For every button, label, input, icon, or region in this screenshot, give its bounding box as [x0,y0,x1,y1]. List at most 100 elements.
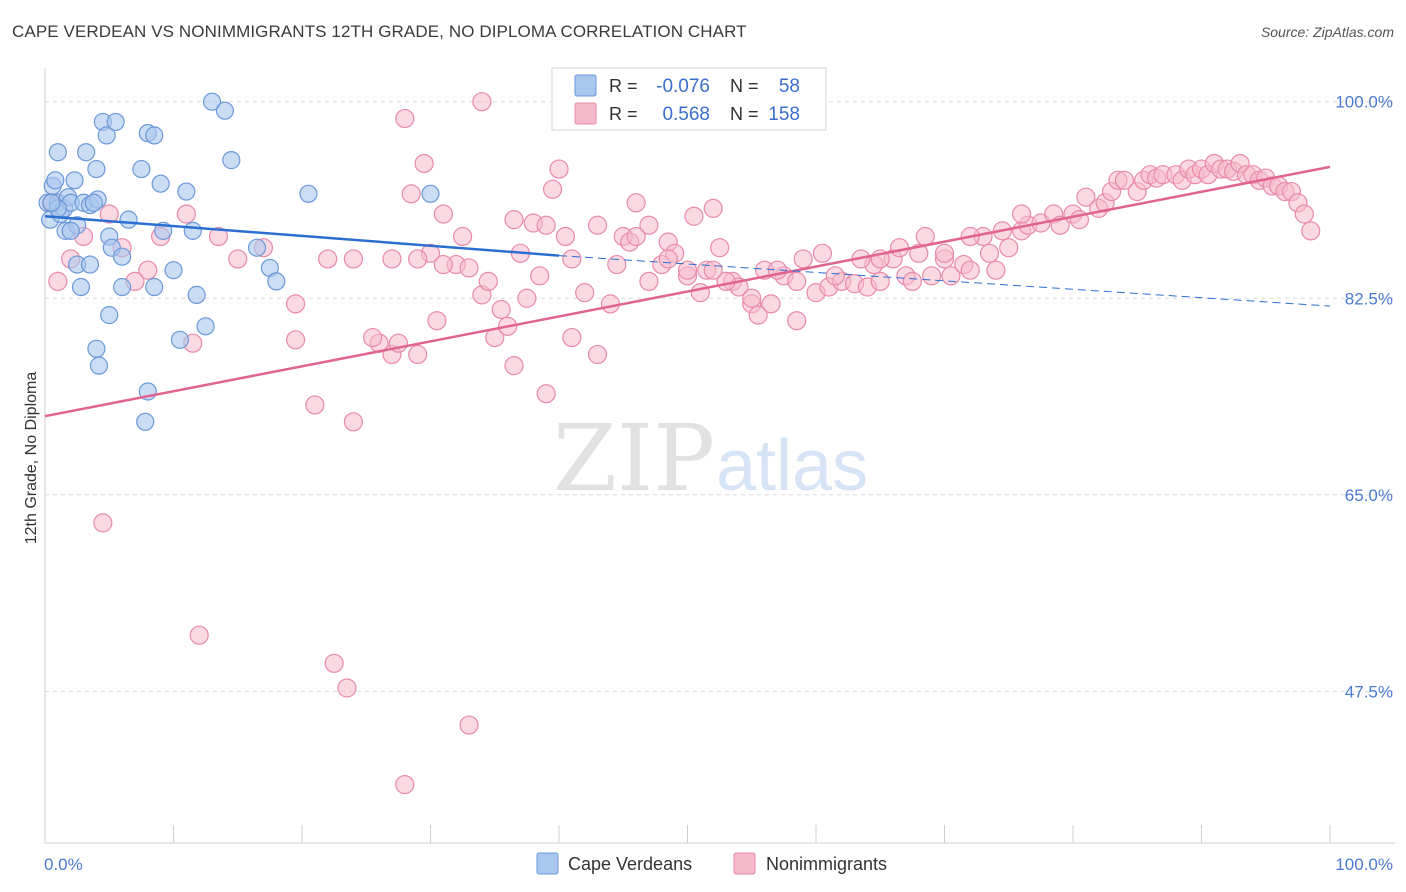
nonimmigrants-point [626,193,646,213]
nonimmigrants-point [189,625,209,645]
nonimmigrants-point [658,249,678,269]
cape-verdeans-point [164,261,183,280]
legend-blue-swatch [536,852,559,875]
nonimmigrants-point [703,260,723,280]
nonimmigrants-point [812,243,833,263]
x-tick-label: 100.0% [1335,855,1393,874]
nonimmigrants-point [363,327,383,348]
cape-verdeans-point [267,272,286,291]
nonimmigrants-point [979,243,1000,263]
nonimmigrants-point [433,254,453,275]
cape-verdeans-point [187,285,206,304]
cape-verdeans-point [97,126,116,145]
blue-swatch [574,74,597,97]
cape-verdeans-point [202,92,222,111]
watermark-zip: ZIP [553,405,715,512]
cape-verdeans-point [247,238,267,257]
grid-lines [45,101,1395,692]
nonimmigrants-point [600,294,621,314]
nonimmigrants-point [889,238,910,258]
nonimmigrants-point [48,271,68,292]
nonimmigrants-point [395,108,415,129]
nonimmigrants-point [825,266,845,286]
nonimmigrants-point [395,774,415,795]
nonimmigrants-point [690,283,710,303]
y-tick-label: 65.0% [1345,486,1393,505]
nonimmigrants-point [934,243,955,263]
nonimmigrants-point [607,254,627,275]
cape-verdeans-point [145,126,164,145]
nonimmigrants-point [427,311,447,331]
nonimmigrants-point [742,288,762,308]
pink-swatch [574,102,597,125]
nonimmigrants-point [536,215,556,235]
nonimmigrants-points [41,92,1321,795]
cape-verdeans-point [42,193,61,212]
cape-verdeans-point [77,143,96,162]
nonimmigrants-point [408,344,428,365]
nonimmigrants-point [382,249,402,269]
nonimmigrants-point [639,271,659,292]
y-tick-label: 100.0% [1335,93,1393,112]
nonimmigrants-point [504,356,524,376]
nonimmigrants-point [401,184,421,204]
x-tick-label: 0.0% [44,855,83,874]
nonimmigrants-point [408,249,428,269]
cape-verdeans-point [299,184,318,203]
cape-verdeans-point [46,171,65,190]
nonimmigrants-point [986,260,1006,280]
cape-verdeans-point [112,247,132,266]
cape-verdeans-point [183,221,202,240]
cape-verdeans-point [89,356,109,375]
nonimmigrants-point [542,179,563,199]
blue-n-value: 58 [779,76,800,97]
cape-verdeans-trend-line [44,215,560,257]
cape-verdeans-point [106,112,125,132]
pink-r-label: R = [609,104,638,124]
nonimmigrants-point [999,238,1019,258]
nonimmigrants-point [684,206,704,226]
nonimmigrants-point [761,294,781,314]
y-axis-title: 12th Grade, No Diploma [23,372,40,545]
nonimmigrants-point [414,153,434,174]
nonimmigrants-point [941,266,961,286]
cape-verdeans-point [65,171,84,190]
cape-verdeans-point [71,277,91,297]
cape-verdeans-point [87,159,106,179]
blue-r-value: -0.076 [656,76,710,97]
cape-verdeans-point [48,143,67,162]
nonimmigrants-point [343,249,363,269]
legend-pink-label: Nonimmigrants [766,854,887,874]
cape-verdeans-point [215,101,234,120]
nonimmigrants-point [324,653,344,673]
y-tick-labels: 100.0% 82.5% 65.0% 47.5% [1335,93,1393,702]
trend-lines [44,165,1331,418]
y-tick-label: 82.5% [1345,289,1393,308]
cape-verdeans-point [112,277,132,297]
cape-verdeans-point [61,221,80,240]
blue-n-label: N = [730,76,759,96]
cape-verdeans-point [170,330,190,349]
nonimmigrants-point [575,283,595,303]
nonimmigrants-point [639,215,659,235]
source-credit: Source: ZipAtlas.com [1260,24,1394,40]
nonimmigrants-point [343,412,363,432]
pink-n-label: N = [730,104,759,124]
x-tick-labels: 0.0% 100.0% [44,855,1393,874]
nonimmigrants-point [1011,204,1032,224]
nonimmigrants-point [587,215,608,235]
nonimmigrants-point [915,226,935,247]
cape-verdeans-points [38,92,440,431]
nonimmigrants-point [285,330,306,350]
cape-verdeans-point [421,184,440,203]
nonimmigrants-point [491,299,511,320]
nonimmigrants-point [453,226,473,247]
cape-verdeans-trend-extension [558,255,1331,307]
nonimmigrants-point [1294,204,1314,224]
chart-title: CAPE VERDEAN VS NONIMMIGRANTS 12TH GRADE… [12,22,747,41]
nonimmigrants-point [504,210,524,230]
nonimmigrants-point [138,260,158,280]
nonimmigrants-point [472,92,492,112]
blue-r-label: R = [609,76,638,96]
